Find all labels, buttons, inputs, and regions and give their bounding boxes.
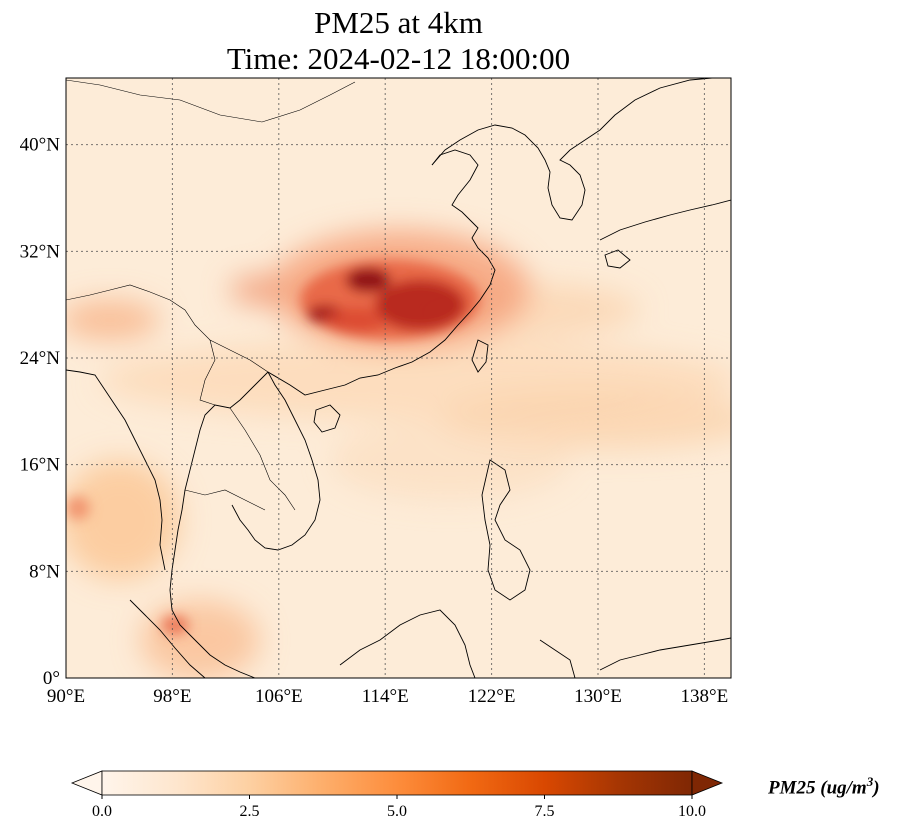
colorbar-ticks: 0.0 2.5 5.0 7.5 10.0 (92, 795, 706, 820)
latitude-axis: 0° 8°N 16°N 24°N 32°N 40°N (20, 135, 61, 689)
lat-tick-label: 40°N (20, 135, 61, 156)
lat-tick-label: 8°N (29, 561, 60, 582)
map-timestamp: Time: 2024-02-12 18:00:00 (226, 41, 571, 76)
lon-tick-label: 138°E (681, 686, 729, 707)
lon-tick-label: 122°E (468, 686, 516, 707)
colorbar-tick-label: 10.0 (678, 803, 706, 820)
colorbar-gradient (101, 770, 693, 796)
coastlines (66, 78, 731, 678)
colorbar-extend-min (70, 770, 103, 796)
colorbar-tick-label: 7.5 (535, 803, 555, 820)
colorbar: 0.0 2.5 5.0 7.5 10.0 (70, 770, 724, 820)
lon-tick-label: 106°E (255, 686, 303, 707)
lon-tick-label: 90°E (47, 686, 85, 707)
gridlines (66, 78, 731, 678)
lat-tick-label: 24°N (20, 348, 61, 369)
lat-tick-label: 32°N (20, 241, 61, 262)
map-title: PM25 at 4km (314, 5, 483, 40)
colorbar-tick-label: 0.0 (92, 803, 112, 820)
colorbar-tick-label: 2.5 (240, 803, 260, 820)
longitude-axis: 90°E 98°E 106°E 114°E 122°E 130°E 138°E (47, 686, 728, 707)
lat-tick-label: 16°N (20, 455, 61, 476)
lon-tick-label: 114°E (362, 686, 409, 707)
pm25-field (66, 78, 731, 678)
lon-tick-label: 98°E (153, 686, 191, 707)
lat-tick-label: 0° (43, 668, 60, 689)
colorbar-extend-max (691, 770, 724, 796)
colorbar-label: PM25 (ug/m3) (768, 774, 880, 799)
colorbar-tick-label: 5.0 (387, 803, 407, 820)
lon-tick-label: 130°E (574, 686, 622, 707)
plot-frame (65, 77, 732, 679)
